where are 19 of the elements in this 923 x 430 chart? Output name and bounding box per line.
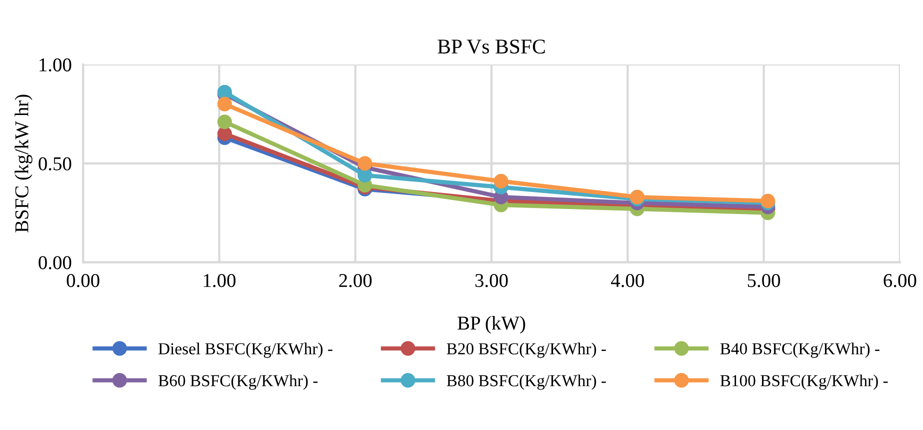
x-tick-label: 4.00	[611, 274, 644, 288]
x-tick-label: 5.00	[748, 274, 780, 288]
legend-label: B80 BSFC(Kg/KWhr) -	[446, 374, 606, 390]
x-axis-title: BP (kW)	[458, 316, 526, 334]
y-axis-title: BSFC (kg/kW hr)	[14, 94, 32, 232]
legend-label: B100 BSFC(Kg/KWhr) -	[720, 374, 888, 390]
x-tick-label: 1.00	[204, 274, 236, 288]
chart-title: BP Vs BSFC	[438, 40, 545, 54]
legend-label: Diesel BSFC(Kg/KWhr) -	[158, 342, 332, 358]
x-tick-label: 2.00	[339, 274, 372, 288]
y-tick-label: 0.00	[38, 256, 72, 270]
legend-label: B20 BSFC(Kg/KWhr) -	[446, 342, 606, 358]
x-tick-label: 6.00	[884, 274, 916, 288]
x-tick-label: 0.00	[66, 274, 100, 288]
legend-label: B40 BSFC(Kg/KWhr) -	[720, 342, 880, 358]
y-tick-label: 1.00	[40, 58, 72, 72]
legend-label: B60 BSFC(Kg/KWhr) -	[158, 374, 318, 390]
y-tick-label: 0.50	[38, 157, 72, 170]
x-tick-label: 3.00	[475, 274, 508, 288]
